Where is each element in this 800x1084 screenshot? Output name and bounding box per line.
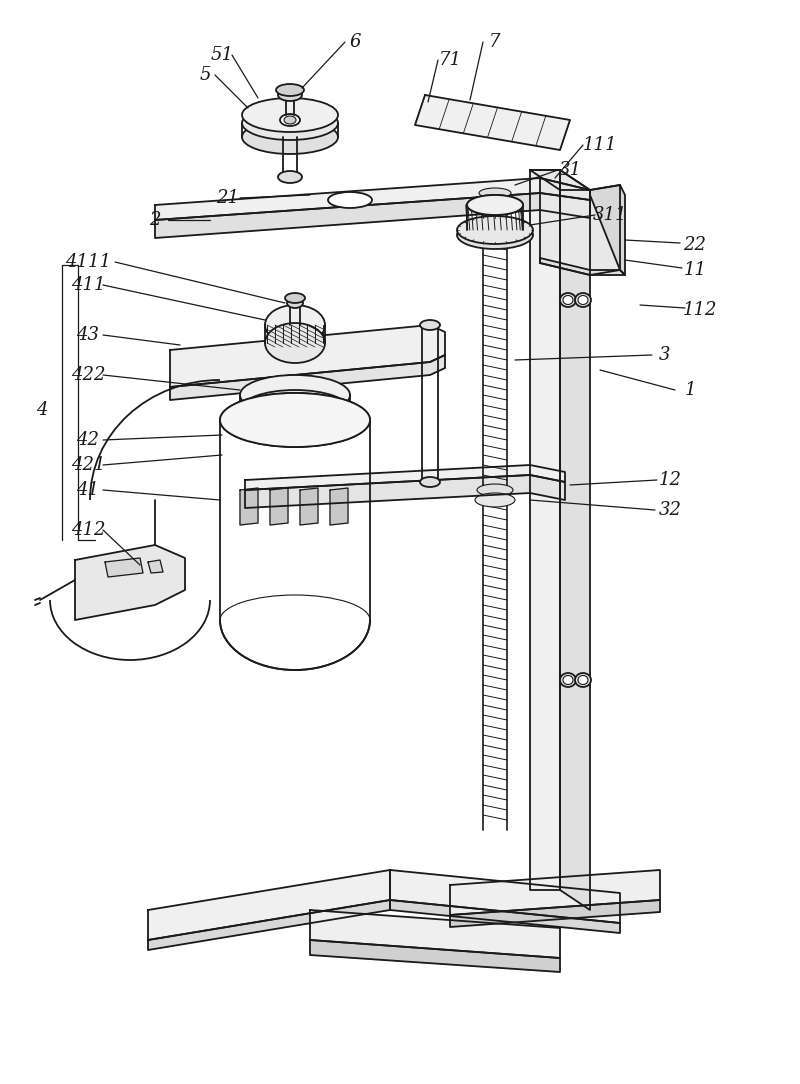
Ellipse shape [242, 98, 338, 132]
Text: 412: 412 [70, 521, 106, 539]
Polygon shape [300, 488, 318, 525]
Polygon shape [148, 870, 390, 940]
Ellipse shape [220, 393, 370, 447]
Text: 421: 421 [70, 456, 106, 474]
Text: 41: 41 [77, 481, 99, 499]
Ellipse shape [285, 293, 305, 304]
Ellipse shape [278, 171, 302, 183]
Ellipse shape [278, 89, 302, 101]
Text: 111: 111 [582, 136, 618, 154]
Polygon shape [415, 95, 570, 150]
Polygon shape [105, 558, 143, 577]
Text: 42: 42 [77, 431, 99, 449]
Ellipse shape [242, 106, 338, 140]
Ellipse shape [287, 298, 303, 308]
Polygon shape [450, 870, 660, 915]
Polygon shape [540, 258, 625, 275]
Polygon shape [450, 900, 660, 927]
Ellipse shape [240, 390, 350, 430]
Ellipse shape [563, 675, 573, 684]
Ellipse shape [467, 195, 523, 215]
Ellipse shape [240, 375, 350, 415]
Polygon shape [390, 870, 620, 922]
Ellipse shape [328, 192, 372, 208]
Polygon shape [310, 940, 560, 972]
Ellipse shape [265, 305, 325, 345]
Text: 1: 1 [684, 380, 696, 399]
Text: 3: 3 [659, 346, 670, 364]
Text: 4111: 4111 [65, 253, 111, 271]
Polygon shape [540, 178, 620, 275]
Polygon shape [530, 170, 590, 190]
Polygon shape [170, 325, 445, 387]
Ellipse shape [479, 188, 511, 198]
Ellipse shape [575, 673, 591, 687]
Ellipse shape [280, 114, 300, 126]
Polygon shape [560, 170, 590, 909]
Polygon shape [155, 178, 590, 220]
Ellipse shape [276, 83, 304, 96]
Ellipse shape [477, 483, 513, 496]
Polygon shape [590, 185, 625, 275]
Ellipse shape [420, 320, 440, 330]
Ellipse shape [578, 675, 588, 684]
Ellipse shape [560, 293, 576, 307]
Polygon shape [530, 170, 560, 890]
Text: 311: 311 [593, 206, 627, 224]
Ellipse shape [284, 116, 296, 124]
Text: 11: 11 [683, 261, 706, 279]
Ellipse shape [457, 221, 533, 249]
Text: 422: 422 [70, 366, 106, 384]
Polygon shape [75, 545, 185, 620]
Text: 51: 51 [210, 46, 234, 64]
Ellipse shape [475, 493, 515, 507]
Text: 7: 7 [490, 33, 501, 51]
Text: 43: 43 [77, 326, 99, 344]
Text: 31: 31 [558, 162, 582, 179]
Ellipse shape [563, 296, 573, 305]
Ellipse shape [220, 393, 370, 447]
Polygon shape [240, 488, 258, 525]
Text: 6: 6 [350, 33, 361, 51]
Text: 5: 5 [199, 66, 210, 83]
Text: 2: 2 [150, 211, 161, 229]
Polygon shape [270, 488, 288, 525]
Ellipse shape [242, 120, 338, 154]
Polygon shape [310, 909, 560, 958]
Text: 4: 4 [36, 401, 48, 420]
Polygon shape [148, 560, 163, 573]
Polygon shape [148, 900, 390, 950]
Ellipse shape [578, 296, 588, 305]
Text: 411: 411 [70, 276, 106, 294]
Ellipse shape [457, 216, 533, 244]
Text: 71: 71 [438, 51, 462, 69]
Polygon shape [170, 354, 445, 400]
Polygon shape [245, 475, 565, 508]
Polygon shape [390, 900, 620, 933]
Text: 112: 112 [682, 301, 718, 319]
Ellipse shape [575, 293, 591, 307]
Text: 22: 22 [683, 236, 706, 254]
Text: 12: 12 [658, 472, 682, 489]
Polygon shape [245, 465, 565, 490]
Ellipse shape [420, 477, 440, 487]
Text: 32: 32 [658, 501, 682, 519]
Ellipse shape [467, 195, 523, 215]
Polygon shape [155, 193, 590, 238]
Text: 21: 21 [217, 189, 239, 207]
Polygon shape [330, 488, 348, 525]
Ellipse shape [560, 673, 576, 687]
Ellipse shape [265, 323, 325, 363]
